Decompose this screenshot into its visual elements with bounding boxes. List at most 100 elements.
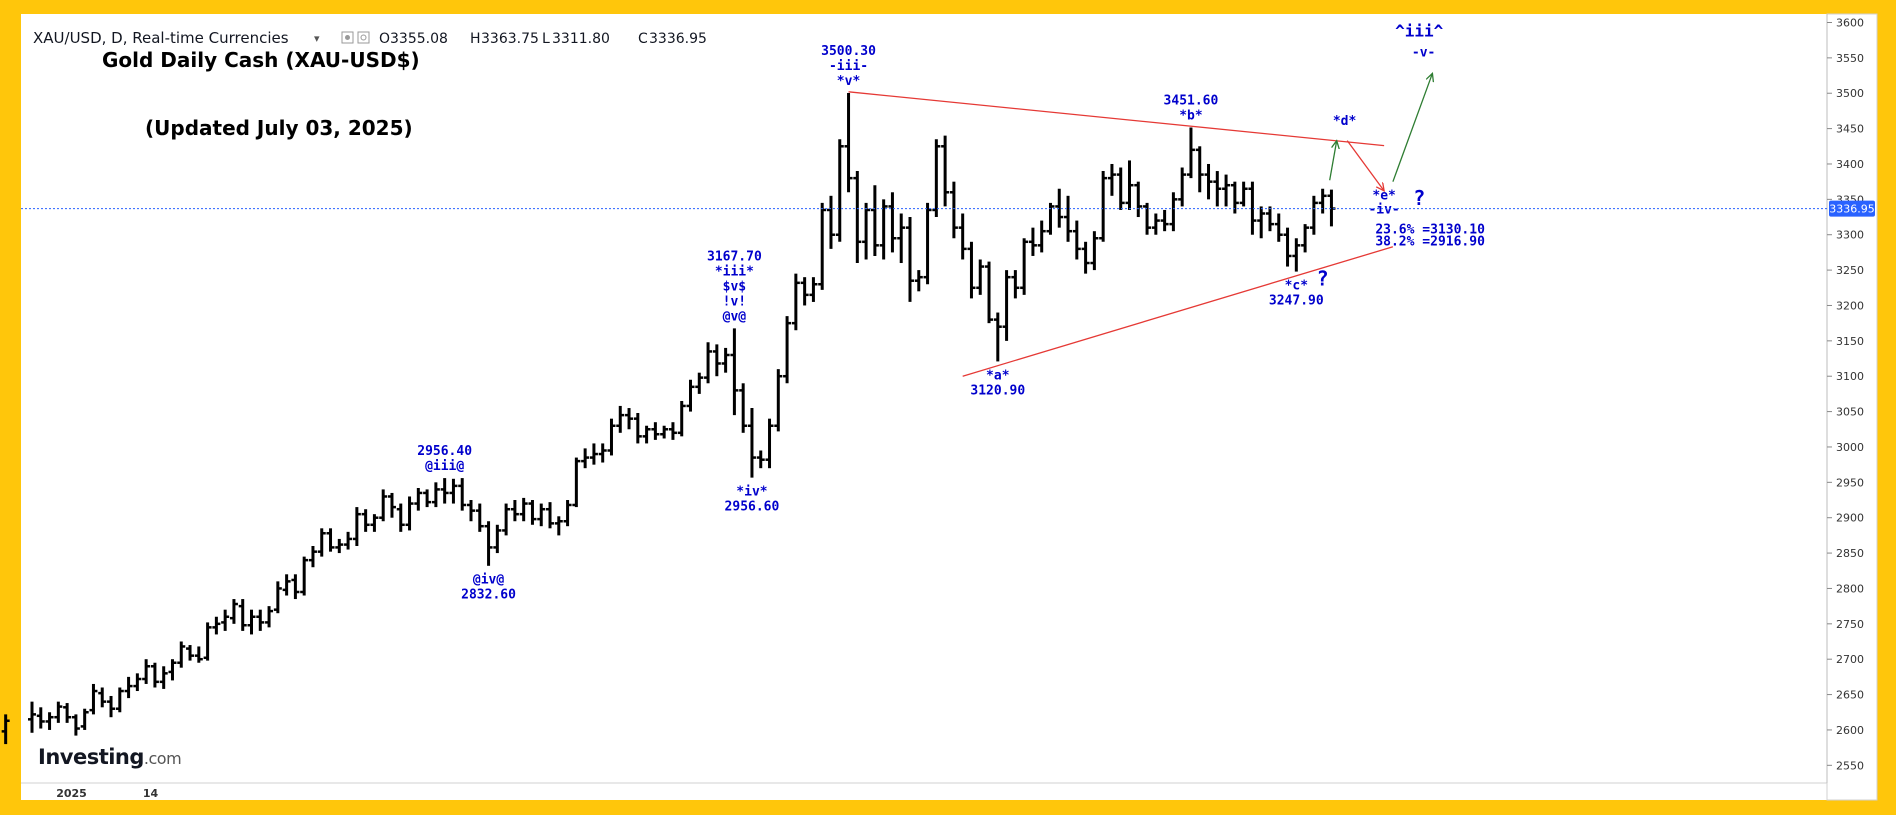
ohlc-bar [712,344,721,377]
ohlc-bar [1011,270,1020,299]
ohlc-bar [897,213,906,264]
wave-label: *iii* [715,264,754,279]
ohlc-bar [1195,146,1204,193]
ohlc-bar [396,503,405,532]
wave-label: 3500.30 [821,44,876,59]
ohlc-bar [879,199,888,260]
current-price-badge [1829,200,1875,217]
ohlc-bar [941,135,950,207]
ohlc-bar [1072,220,1081,260]
eye-icon[interactable] [341,31,354,44]
ohlc-bar [704,342,713,384]
y-tick-label: 2800 [1836,582,1864,595]
symbol-label[interactable]: XAU/USD, D, Real-time Currencies [33,29,289,47]
wave-label: 3167.70 [707,249,762,264]
y-tick-label: 3150 [1836,335,1864,348]
ohlc-bar [598,443,607,463]
ohlc-bar [405,496,414,531]
close-value: 3336.95 [649,31,707,47]
ohlc-bar [308,546,317,568]
ohlc-bar [695,372,704,394]
wave-label: 3451.60 [1164,93,1219,108]
ohlc-bar [774,369,783,432]
ohlc-bar [458,478,467,511]
ohlc-bar [783,316,792,384]
ohlc-values: O 3355.08 H 3363.75 L 3311.80 C 3336.95 [379,31,707,47]
ohlc-bar [80,708,89,730]
close-label: C [638,31,648,47]
trendline [962,246,1394,377]
ohlc-bar [1309,195,1318,235]
projection-label: -iv- [1368,203,1399,218]
ohlc-bar [256,609,265,631]
y-tick-label: 3500 [1836,87,1864,100]
y-tick-label: 3600 [1836,16,1864,29]
ohlc-bar [1028,227,1037,256]
y-tick-label: 3400 [1836,158,1864,171]
ohlc-bar [642,425,651,444]
ohlc-bar [484,521,493,566]
ohlc-bar [247,609,256,635]
ohlc-bar [1239,181,1248,207]
ohlc-bar [528,500,537,525]
ohlc-bar [273,581,282,614]
settings-icon[interactable] [357,31,370,44]
ohlc-bar [475,503,484,532]
ohlc-bar [800,277,809,306]
wave-label: @iii@ [425,459,464,474]
ohlc-bar [379,489,388,522]
ohlc-bar [958,213,967,260]
ohlc-bar [431,482,440,508]
wave-label: 2956.60 [725,500,780,515]
y-tick-label: 3250 [1836,264,1864,277]
ohlc-bar [89,683,98,715]
ohlc-bar [660,425,669,439]
y-tick-label: 2650 [1836,689,1864,702]
y-tick-label: 3300 [1836,229,1864,242]
gear-center-icon [360,34,367,41]
ohlc-bar [826,195,835,249]
ohlc-bar [54,701,63,723]
ohlc-bar [194,646,203,663]
x-tick-label: 2025 [56,787,87,800]
ohlc-bar [124,676,133,699]
ohlc-bar [844,93,853,193]
ohlc-bar [1134,181,1143,218]
ohlc-bar [177,641,186,668]
projection-arrow [1346,140,1384,191]
current-price-label: 3336.95 [1829,203,1875,216]
ohlc-bar [563,500,572,527]
ohlc-bar [668,422,677,440]
ohlc-bar [36,707,45,729]
ohlc-bar [63,703,72,723]
ohlc-bar [1318,188,1327,214]
ohlc-bar [1283,227,1292,267]
ohlc-bar [853,171,862,264]
projection-arrows [1329,73,1433,191]
ohlc-bar [1064,195,1073,242]
ohlc-bar [203,622,212,661]
y-tick-label: 2600 [1836,724,1864,737]
wave-label: !v! [723,294,746,309]
wave-label: 3120.90 [970,383,1025,398]
low-label: L [542,31,550,47]
ohlc-bar [238,599,247,631]
ohlc-bar [1301,224,1310,253]
ohlc-bar [993,312,1002,362]
wave-label: @iv@ [473,572,504,587]
ohlc-bar [1151,213,1160,235]
ohlc-bar [730,328,739,416]
ohlc-bar [1169,192,1178,232]
wave-label: 2832.60 [461,587,516,602]
ohlc-bar [1037,220,1046,253]
y-tick-label: 2550 [1836,759,1864,772]
ohlc-bar [502,503,511,536]
high-value: 3363.75 [481,31,539,47]
open-value: 3355.08 [390,31,448,47]
chevron-down-icon[interactable]: ▾ [314,32,320,45]
ohlc-bar [739,383,748,433]
ohlc-bar [344,531,353,550]
projection-label: *d* [1333,114,1357,129]
ohlc-bar [98,687,107,708]
